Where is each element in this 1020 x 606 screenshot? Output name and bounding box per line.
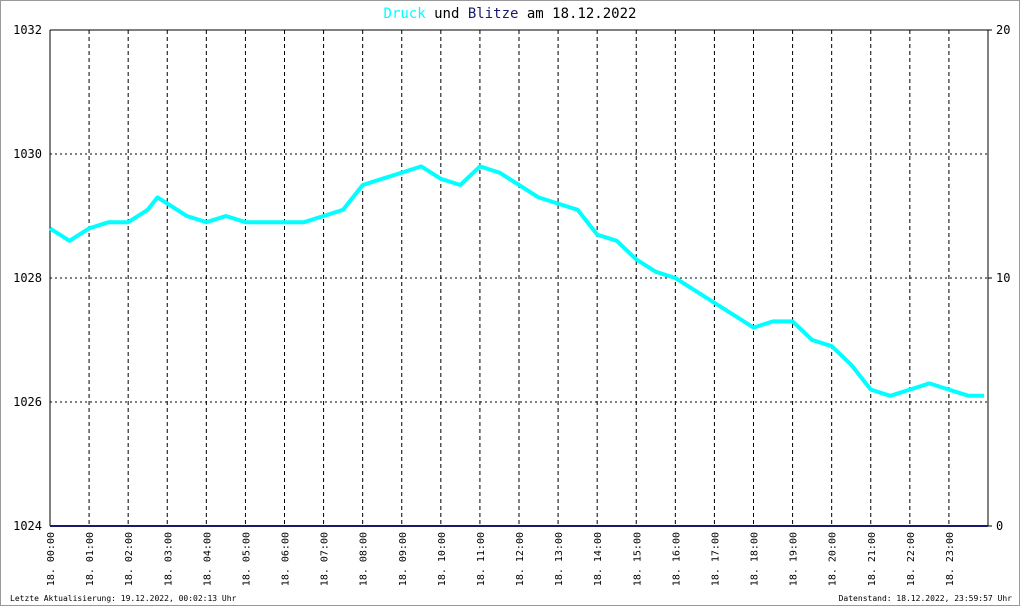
title-series-2: Blitze: [468, 6, 519, 22]
x-tick-label: 18. 10:00: [437, 532, 448, 586]
footer-left: Letzte Aktualisierung: 19.12.2022, 00:02…: [10, 594, 237, 603]
x-tick-label: 18. 05:00: [241, 532, 252, 586]
x-tick-label: 18. 18:00: [750, 532, 761, 586]
x-tick-label: 18. 03:00: [163, 532, 174, 586]
title-date: am 18.12.2022: [527, 6, 637, 22]
y2-tick-label: 0: [996, 519, 1003, 533]
x-tick-label: 18. 13:00: [554, 532, 565, 586]
footer-right: Datenstand: 18.12.2022, 23:59:57 Uhr: [839, 594, 1013, 603]
x-tick-label: 18. 00:00: [46, 532, 57, 586]
x-tick-label: 18. 17:00: [710, 532, 721, 586]
y2-tick-label: 20: [996, 23, 1010, 37]
x-tick-label: 18. 11:00: [476, 532, 487, 586]
x-tick-label: 18. 07:00: [320, 532, 331, 586]
y2-tick-label: 10: [996, 271, 1010, 285]
x-tick-label: 18. 15:00: [632, 532, 643, 586]
x-tick-label: 18. 20:00: [828, 532, 839, 586]
title-series-1: Druck: [384, 6, 427, 22]
x-tick-label: 18. 08:00: [359, 532, 370, 586]
x-tick-label: 18. 04:00: [202, 532, 213, 586]
x-tick-label: 18. 19:00: [789, 532, 800, 586]
x-tick-label: 18. 22:00: [906, 532, 917, 586]
series-line: [48, 164, 985, 398]
chart-title: Druck und Blitze am 18.12.2022: [384, 6, 637, 22]
x-tick-label: 18. 14:00: [593, 532, 604, 586]
x-tick-label: 18. 16:00: [671, 532, 682, 586]
y-tick-label: 1032: [13, 23, 42, 37]
x-tick-label: 18. 12:00: [515, 532, 526, 586]
y-tick-label: 1026: [13, 395, 42, 409]
x-tick-label: 18. 21:00: [867, 532, 878, 586]
x-tick-label: 18. 09:00: [398, 532, 409, 586]
x-tick-label: 18. 23:00: [945, 532, 956, 586]
y-tick-label: 1024: [13, 519, 42, 533]
title-connector: und: [434, 6, 459, 22]
x-tick-label: 18. 06:00: [281, 532, 292, 586]
y-tick-label: 1028: [13, 271, 42, 285]
x-tick-label: 18. 02:00: [124, 532, 135, 586]
y-tick-label: 1030: [13, 147, 42, 161]
x-tick-label: 18. 01:00: [85, 532, 96, 586]
